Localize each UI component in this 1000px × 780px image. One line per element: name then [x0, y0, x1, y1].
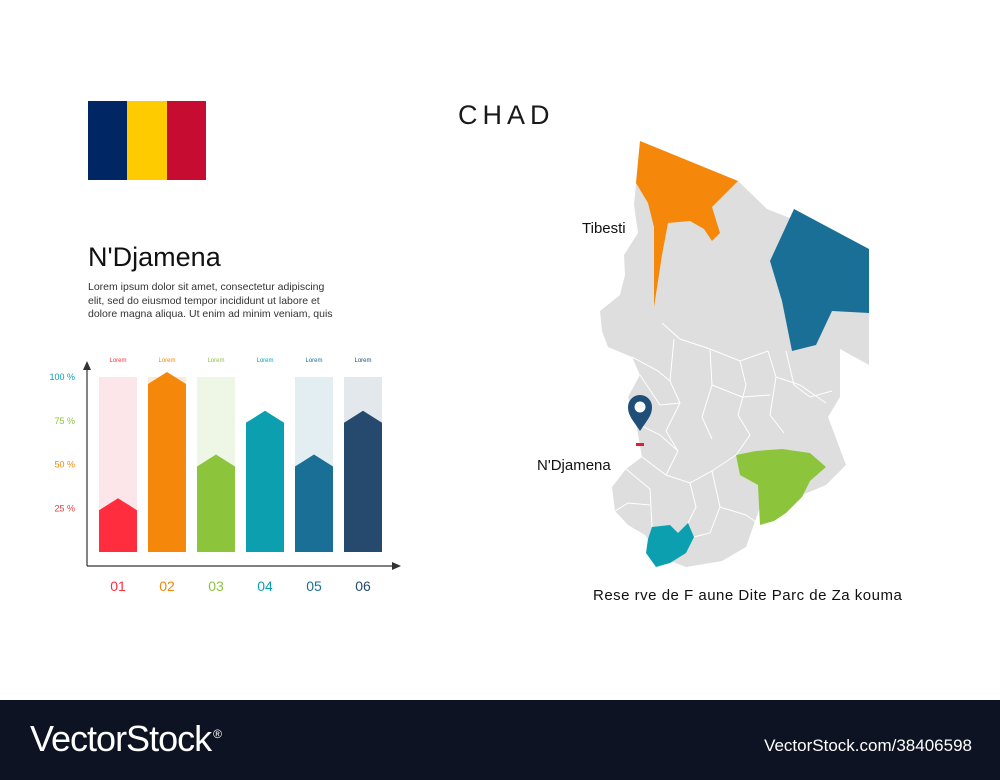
bar-top-label: Lorem — [158, 358, 175, 364]
logo-text: VectorStock — [30, 718, 212, 759]
y-tick-label: 75 % — [54, 416, 75, 426]
vectorstock-logo: VectorStock ® — [30, 718, 222, 760]
country-title: CHAD — [458, 100, 555, 130]
footer-bar — [0, 700, 1000, 780]
map-label-reserve: Rese rve de F aune Dite Parc de Za kouma — [593, 587, 903, 604]
category-label: 02 — [159, 578, 175, 594]
location-pin-icon — [628, 395, 652, 431]
description-line: dolore magna aliqua. Ut enim ad minim ve… — [88, 308, 333, 320]
flag-stripe-yellow — [127, 101, 167, 180]
y-axis-arrow — [83, 361, 91, 370]
chad-flag — [88, 101, 206, 180]
map-label-tibesti: Tibesti — [582, 220, 626, 237]
y-tick-label: 25 % — [54, 503, 75, 513]
bar-chart: 25 % 50 % 75 % 100 % Lorem 01 Lorem 02 Lorem 03 Lo… — [49, 358, 401, 594]
map-region-zakouma — [736, 449, 826, 525]
category-label: 05 — [306, 578, 322, 594]
city-title: N'Djamena — [88, 242, 221, 272]
bar-top-label: Lorem — [305, 358, 322, 364]
map-region-base — [600, 141, 869, 567]
bar-top-label: Lorem — [207, 358, 224, 364]
registered-mark: ® — [213, 727, 222, 741]
map-region-south — [646, 523, 694, 567]
description-line: elit, sed do eiusmod tempor incididunt u… — [88, 294, 320, 307]
y-tick-label: 50 % — [54, 460, 75, 470]
bar-top-label: Lorem — [109, 358, 126, 364]
bar-top-label: Lorem — [256, 358, 273, 364]
chad-map — [600, 141, 869, 567]
map-region-east — [770, 209, 869, 351]
footer-url: VectorStock.com/38406598 — [764, 736, 972, 755]
description-text: Lorem ipsum dolor sit amet, consectetur … — [88, 281, 350, 322]
bar — [148, 372, 186, 552]
category-label: 06 — [355, 578, 371, 594]
x-axis-arrow — [392, 562, 401, 570]
map-region-tibesti — [636, 141, 738, 307]
flag-stripe-blue — [88, 101, 128, 180]
category-label: 04 — [257, 578, 273, 594]
bar-top-label: Lorem — [354, 358, 371, 364]
flag-stripe-red — [166, 101, 206, 180]
bar — [295, 454, 333, 552]
map-label-capital: N'Djamena — [537, 457, 611, 474]
category-label: 01 — [110, 578, 126, 594]
category-label: 03 — [208, 578, 224, 594]
bar — [246, 410, 284, 552]
y-tick-label: 100 % — [49, 372, 75, 382]
bar — [99, 498, 137, 552]
map-inner-borders — [614, 322, 833, 538]
description-line: Lorem ipsum dolor sit amet, consectetur … — [88, 281, 325, 293]
chart-layer: 25 % 50 % 75 % 100 % Lorem 01 Lorem 02 Lorem 03 Lo… — [49, 358, 401, 594]
capital-dot — [636, 443, 644, 446]
bar — [197, 454, 235, 552]
bar — [344, 410, 382, 552]
